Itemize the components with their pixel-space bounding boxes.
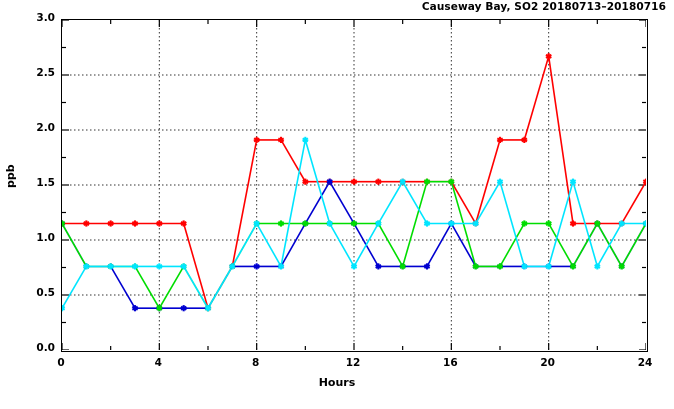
data-point-marker — [302, 178, 309, 185]
data-point-marker — [399, 263, 406, 270]
data-point-marker — [277, 136, 285, 143]
data-point-marker — [180, 220, 187, 227]
data-point-marker — [496, 263, 504, 270]
data-point-marker — [326, 220, 333, 227]
data-point-marker — [642, 178, 646, 185]
data-point-marker — [253, 220, 260, 227]
data-point-marker — [180, 263, 187, 270]
y-tick-label: 1.0 — [36, 232, 55, 244]
data-point-marker — [350, 263, 358, 270]
x-axis-title: Hours — [318, 376, 356, 389]
data-point-marker — [472, 220, 479, 227]
data-point-marker — [472, 263, 479, 270]
data-point-marker — [545, 263, 552, 270]
y-tick-label: 0.0 — [36, 342, 55, 354]
x-tick-label: 4 — [154, 357, 162, 369]
data-point-marker — [156, 220, 163, 227]
data-point-marker — [569, 178, 577, 185]
y-tick-label: 3.0 — [36, 12, 55, 24]
y-tick-label: 1.5 — [36, 177, 55, 189]
data-point-marker — [375, 263, 382, 270]
data-point-marker — [350, 220, 358, 227]
data-point-marker — [107, 263, 114, 270]
data-point-marker — [326, 178, 333, 185]
data-point-marker — [423, 220, 431, 227]
data-point-marker — [496, 136, 504, 143]
data-point-marker — [302, 220, 309, 227]
y-tick-label: 2.5 — [36, 67, 55, 79]
data-point-marker — [448, 220, 455, 227]
x-tick-label: 12 — [345, 357, 361, 369]
data-point-marker — [423, 263, 431, 270]
data-point-marker — [375, 178, 382, 185]
data-point-marker — [521, 220, 528, 227]
plot-svg — [62, 20, 646, 350]
data-point-marker — [302, 136, 309, 143]
data-point-marker — [496, 178, 504, 185]
data-point-marker — [521, 263, 528, 270]
data-point-marker — [253, 136, 260, 143]
data-point-marker — [521, 136, 528, 143]
y-tick-label: 2.0 — [36, 122, 55, 134]
x-tick-label: 16 — [443, 357, 458, 369]
data-point-marker — [156, 305, 163, 312]
data-point-marker — [618, 263, 625, 270]
data-point-marker — [448, 178, 455, 185]
data-point-marker — [545, 53, 552, 60]
data-point-marker — [131, 305, 139, 312]
data-point-marker — [423, 178, 431, 185]
plot-area — [61, 19, 648, 352]
data-point-marker — [545, 220, 552, 227]
data-point-marker — [131, 263, 139, 270]
x-tick-label: 8 — [252, 357, 260, 369]
data-point-marker — [107, 220, 114, 227]
data-point-marker — [569, 263, 577, 270]
chart-title: Causeway Bay, SO2 20180713–20180716 — [421, 1, 666, 13]
data-point-marker — [277, 263, 285, 270]
x-tick-label: 20 — [540, 357, 555, 369]
data-point-marker — [594, 220, 601, 227]
data-point-marker — [375, 220, 382, 227]
data-point-marker — [180, 305, 187, 312]
data-point-marker — [253, 263, 260, 270]
x-tick-label: 0 — [57, 357, 65, 369]
data-point-marker — [83, 220, 90, 227]
data-point-marker — [83, 263, 90, 270]
y-tick-label: 0.5 — [36, 287, 55, 299]
x-tick-label: 24 — [637, 357, 653, 369]
data-point-marker — [350, 178, 358, 185]
data-point-marker — [156, 263, 163, 270]
data-point-marker — [62, 220, 66, 227]
data-point-marker — [131, 220, 139, 227]
data-point-marker — [277, 220, 285, 227]
data-point-marker — [229, 263, 236, 270]
data-point-marker — [399, 178, 406, 185]
data-point-marker — [594, 263, 601, 270]
data-point-marker — [62, 305, 66, 312]
data-point-marker — [642, 220, 646, 227]
data-point-marker — [569, 220, 577, 227]
data-point-marker — [204, 305, 212, 312]
data-point-marker — [618, 220, 625, 227]
